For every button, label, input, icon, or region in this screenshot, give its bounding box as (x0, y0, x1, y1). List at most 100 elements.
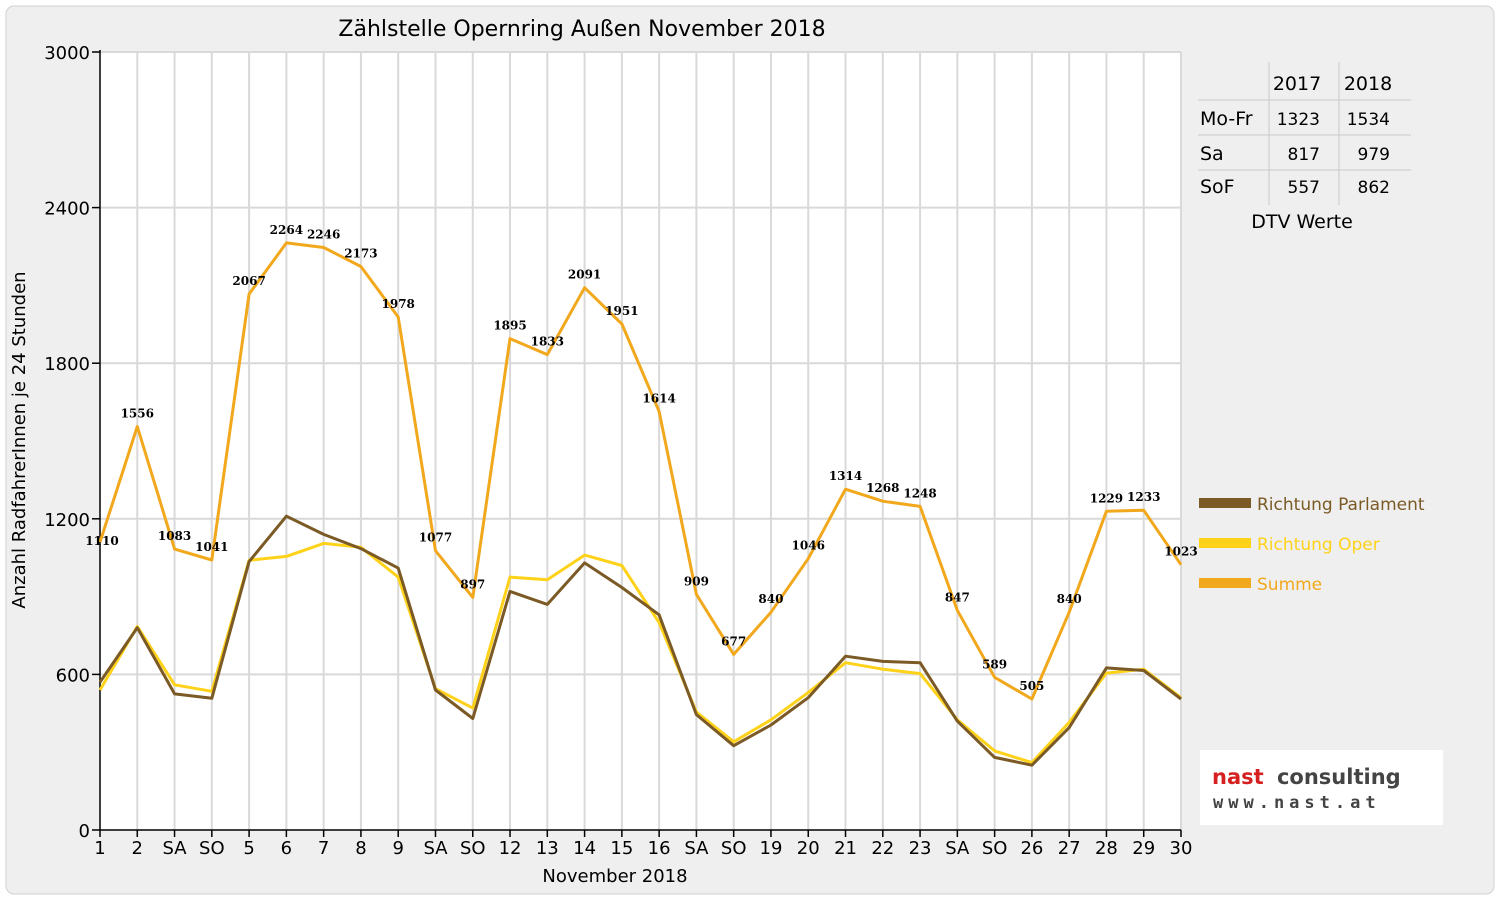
x-tick-label: 16 (648, 838, 671, 859)
table-cell: 557 (1288, 178, 1320, 198)
y-tick-label: 1200 (44, 510, 90, 531)
x-tick-label: 12 (499, 838, 522, 859)
x-tick-label: 30 (1170, 838, 1193, 859)
chart-title: Zählstelle Opernring Außen November 2018 (338, 17, 825, 42)
data-label: 589 (982, 657, 1007, 671)
data-label: 1041 (195, 540, 228, 554)
logo-background (1200, 750, 1443, 825)
plot-area (100, 52, 1181, 830)
data-label: 1023 (1164, 545, 1197, 559)
x-tick-label: 6 (281, 838, 292, 859)
data-label: 840 (1057, 592, 1082, 606)
x-tick-label: 26 (1020, 838, 1043, 859)
y-axis-title: Anzahl RadfahrerInnen je 24 Stunden (9, 271, 30, 608)
x-tick-label: 1 (94, 838, 105, 859)
x-axis-title: November 2018 (542, 866, 687, 887)
x-tick-label: 27 (1058, 838, 1081, 859)
x-tick-label: 20 (797, 838, 820, 859)
x-tick-label: SO (982, 838, 1008, 859)
data-label: 1833 (531, 335, 564, 349)
table-caption: DTV Werte (1251, 211, 1353, 233)
table-cell: 1323 (1277, 110, 1320, 130)
table-row-label: Sa (1200, 143, 1224, 165)
data-label: 1077 (419, 531, 452, 545)
data-label: 2264 (270, 223, 303, 237)
x-tick-label: SO (721, 838, 747, 859)
data-label: 2067 (232, 274, 265, 288)
x-tick-label: 28 (1095, 838, 1118, 859)
data-label: 1110 (85, 534, 118, 548)
x-tick-label: 14 (573, 838, 596, 859)
data-label: 1083 (158, 529, 191, 543)
table-cell: 1534 (1347, 110, 1390, 130)
series-line-richtung-parlament (98, 514, 1182, 767)
data-label: 1233 (1127, 490, 1160, 504)
x-tick-label: SA (423, 838, 448, 859)
x-tick-label: 7 (318, 838, 329, 859)
data-label: 1556 (121, 406, 154, 420)
x-tick-label: 13 (536, 838, 559, 859)
x-tick-label: 8 (355, 838, 366, 859)
data-label: 1895 (493, 319, 526, 333)
x-tick-label: 2 (132, 838, 143, 859)
x-tick-label: SO (460, 838, 486, 859)
data-label: 1268 (866, 481, 899, 495)
legend-label: Summe (1257, 575, 1322, 595)
data-label: 909 (684, 574, 709, 588)
y-tick-label: 3000 (44, 43, 90, 64)
data-label: 2091 (568, 268, 601, 282)
series-lines (98, 241, 1183, 767)
y-tick-label: 1800 (44, 354, 90, 375)
table-cell: 862 (1358, 178, 1390, 198)
x-tick-label: SA (684, 838, 709, 859)
x-tick-label: SA (163, 838, 188, 859)
legend-label: Richtung Oper (1257, 535, 1380, 555)
x-tick-label: SO (199, 838, 225, 859)
y-tick-label: 2400 (44, 199, 90, 220)
legend-swatch (1199, 538, 1251, 548)
table-header-2017: 2017 (1273, 73, 1321, 95)
table-row-label: Mo-Fr (1200, 108, 1253, 130)
x-tick-label: 21 (834, 838, 857, 859)
y-tick-label: 0 (79, 821, 90, 842)
data-label: 1314 (829, 469, 862, 483)
grid-lines (100, 51, 1182, 830)
x-tick-label: 9 (392, 838, 403, 859)
x-tick-label: 29 (1132, 838, 1155, 859)
table-cell: 979 (1358, 145, 1390, 165)
logo-url: www.nast.at (1213, 793, 1381, 813)
x-tick-label: 15 (610, 838, 633, 859)
table-row-label: SoF (1200, 176, 1235, 198)
logo-brand-nast: nast (1212, 765, 1264, 789)
x-tick-label: SA (945, 838, 970, 859)
x-tick-label: 23 (909, 838, 932, 859)
logo-brand: nast consulting (1212, 765, 1401, 789)
x-tick-label: 19 (760, 838, 783, 859)
x-tick-label: 22 (871, 838, 894, 859)
series-line-summe (98, 241, 1183, 701)
y-tick-label: 600 (56, 665, 90, 686)
data-label: 1046 (792, 539, 825, 553)
data-label: 2173 (344, 246, 377, 260)
table-header-2018: 2018 (1344, 73, 1392, 95)
legend-swatch (1199, 498, 1251, 508)
data-label: 1951 (605, 304, 638, 318)
series-line-richtung-oper (98, 541, 1182, 765)
data-label: 505 (1019, 679, 1044, 693)
legend: Richtung Parlament Richtung Oper Summe (1199, 495, 1425, 595)
dtv-table: 2017 2018 Mo-Fr 1323 1534 Sa 817 979 SoF… (1198, 62, 1411, 233)
data-label: 897 (460, 577, 485, 591)
table-cell: 817 (1288, 145, 1320, 165)
data-label: 840 (758, 592, 783, 606)
legend-label: Richtung Parlament (1257, 495, 1425, 515)
data-label: 1248 (903, 486, 936, 500)
logo: nast consulting www.nast.at (1200, 750, 1443, 825)
data-label: 1978 (382, 297, 415, 311)
data-labels: 1110 1556 1083 1041 2067 2264 2246 2173 1978 1077… (85, 223, 1197, 693)
logo-brand-consulting: consulting (1277, 765, 1401, 789)
data-label: 1614 (642, 391, 675, 405)
data-label: 677 (721, 634, 746, 648)
